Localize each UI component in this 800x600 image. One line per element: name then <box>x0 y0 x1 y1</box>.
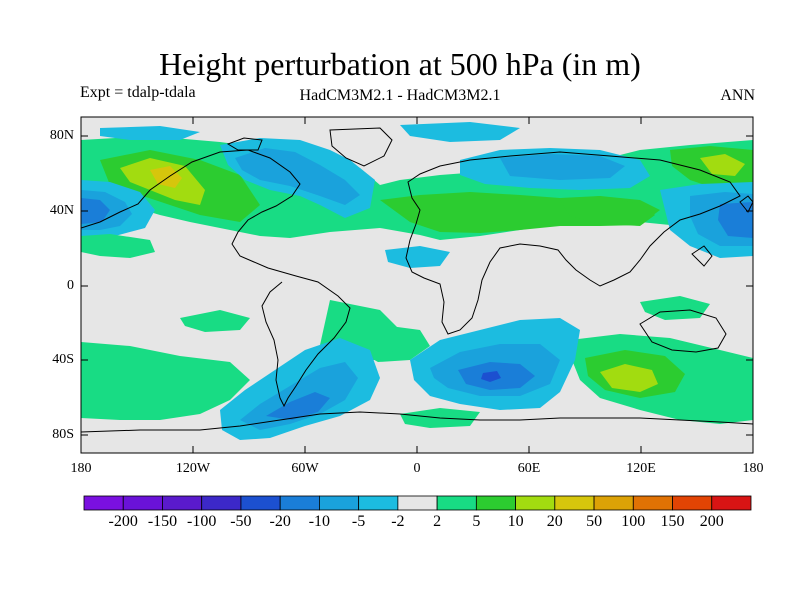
colorbar-label: 100 <box>621 513 646 530</box>
lon-label-0: 0 <box>413 461 421 476</box>
colorbar-swatch <box>162 495 203 511</box>
contour-positive-10-pacific-north <box>700 154 745 176</box>
colorbar-swatch <box>240 495 281 511</box>
axis-ticks <box>81 117 753 453</box>
contour-negative-2-arctic <box>100 126 200 140</box>
contour-negative-10-south-america <box>266 392 330 420</box>
contour-negative-10-npacific-west <box>81 198 110 224</box>
lat-label-40n: 40N <box>49 203 74 218</box>
contour-negative-10-npacific-east <box>718 202 753 238</box>
colorbar-label: 5 <box>472 513 481 530</box>
colorbar-swatch <box>593 495 634 511</box>
colorbar-swatch <box>672 495 713 511</box>
contour-negative-2-atlantic <box>385 246 450 268</box>
colorbar-label: 2 <box>433 513 442 530</box>
colorbar-swatch <box>319 495 360 511</box>
lon-label-120e: 120E <box>626 461 656 476</box>
lat-label-80s: 80S <box>52 427 74 442</box>
colorbar-swatch <box>475 495 516 511</box>
season-label: ANN <box>720 87 755 104</box>
contour-negative-5-greenland <box>235 148 360 205</box>
contour-positive-2-pacific-tropics <box>81 234 155 258</box>
colorbar-swatch <box>279 495 320 511</box>
lon-label-180-west: 180 <box>70 461 92 476</box>
colorbar-label: 50 <box>586 513 603 530</box>
lon-label-60w: 60W <box>291 461 319 476</box>
lon-label-120w: 120W <box>175 461 211 476</box>
colorbar-label: -10 <box>308 513 331 530</box>
lon-label-60e: 60E <box>517 461 541 476</box>
colorbar-swatch <box>397 495 438 511</box>
colorbar-swatch <box>632 495 673 511</box>
contour-negative-2-arctic-east <box>400 122 520 142</box>
colorbar-label: 200 <box>699 513 724 530</box>
lat-label-40s: 40S <box>52 352 74 367</box>
contour-positive-2-south-america <box>180 310 250 332</box>
colorbar-label: -150 <box>147 513 178 530</box>
colorbar-label: -200 <box>108 513 138 530</box>
colorbar-swatch <box>122 495 163 511</box>
colorbar-swatch <box>83 495 124 511</box>
colorbar-label: -20 <box>269 513 291 530</box>
colorbar-swatch <box>554 495 595 511</box>
colorbar-swatch <box>201 495 242 511</box>
experiment-label: Expt = tdalp-tdala <box>80 84 196 101</box>
contour-positive-2-south-pacific <box>81 342 250 420</box>
colorbar-swatch <box>436 495 477 511</box>
lat-label-equator: 0 <box>67 278 74 293</box>
colorbar-label: 10 <box>507 513 524 530</box>
map-title: Height perturbation at 500 hPa (in m) <box>159 46 641 82</box>
colorbar-swatch <box>711 495 752 511</box>
colorbar-label: -5 <box>351 513 366 530</box>
contour-negative-20-south-atlantic <box>481 371 501 382</box>
colorbar-label: -100 <box>187 513 217 530</box>
colorbar-label: 20 <box>546 513 563 530</box>
colorbar-swatch <box>358 495 399 511</box>
model-label: HadCM3M2.1 - HadCM3M2.1 <box>299 87 501 104</box>
colorbar-label: -50 <box>230 513 252 530</box>
lon-label-180-east: 180 <box>742 461 764 476</box>
contour-positive-5-east-asia <box>560 196 655 226</box>
colorbar-swatch <box>515 495 556 511</box>
colorbar-label: 150 <box>660 513 685 530</box>
contour-positive-10-south-indian <box>600 364 658 392</box>
colorbar-label: -2 <box>391 513 405 530</box>
coastlines <box>81 127 753 433</box>
contour-negative-5-south-america <box>240 362 358 430</box>
contour-negative-5-russia <box>500 154 625 180</box>
contour-positive-20 <box>150 166 182 188</box>
lat-label-80n: 80N <box>49 128 74 143</box>
